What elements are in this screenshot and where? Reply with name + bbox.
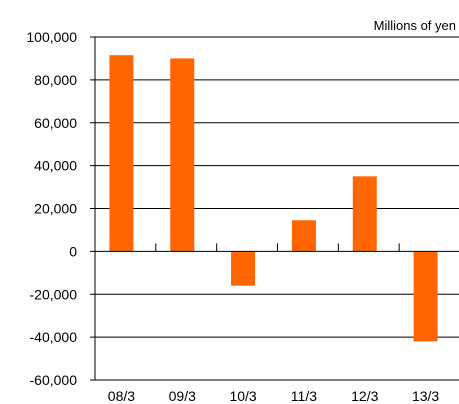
x-tick-label: 13/3: [412, 388, 439, 404]
grid-lines: [95, 36, 459, 381]
y-tick-label: -40,000: [30, 329, 78, 345]
bar-13-3: [413, 251, 438, 342]
x-tick-label: 12/3: [351, 388, 378, 404]
x-tick-label: 08/3: [108, 388, 135, 404]
bar-11-3: [291, 220, 316, 252]
y-axis-tick-labels: 100,000 80,000 60,000 40,000 20,000 0 -20,000 -…: [26, 29, 77, 388]
y-tick-label: 0: [69, 243, 77, 259]
y-tick-label: 40,000: [34, 158, 77, 174]
x-tick-label: 10/3: [229, 388, 256, 404]
y-tick-label: 60,000: [34, 115, 77, 131]
bar-09-3: [170, 58, 195, 252]
y-tick-label: 80,000: [34, 72, 77, 88]
x-axis-tick-labels: 08/3 09/3 10/3 11/3 12/3 13/3: [108, 388, 440, 404]
y-tick-label: -60,000: [30, 372, 78, 388]
bars: [109, 55, 438, 342]
bar-12-3: [352, 176, 377, 252]
y-tick-label: 20,000: [34, 201, 77, 217]
x-tick-label: 11/3: [291, 388, 317, 404]
unit-label: Millions of yen: [374, 18, 456, 33]
bar-10-3: [231, 251, 256, 286]
y-tick-label: 100,000: [26, 29, 77, 45]
y-tick-label: -20,000: [30, 286, 78, 302]
axes: [90, 36, 459, 381]
bar-08-3: [109, 55, 134, 252]
x-tick-label: 09/3: [169, 388, 196, 404]
